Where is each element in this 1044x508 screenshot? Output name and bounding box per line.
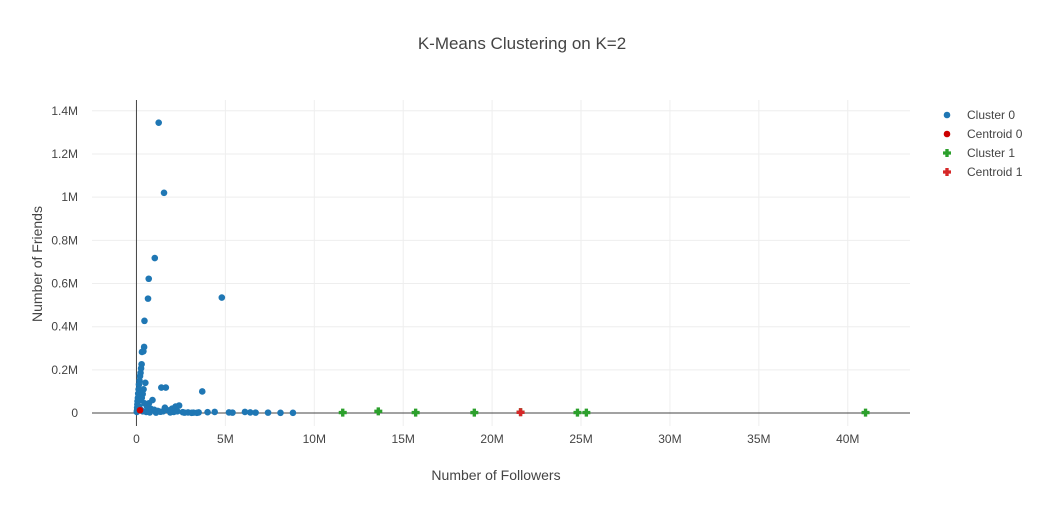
grid-lines — [92, 100, 910, 426]
data-point[interactable] — [138, 348, 146, 356]
x-tick-label: 0 — [133, 432, 140, 446]
legend[interactable]: Cluster 0 Centroid 0 Cluster 1 Centroid 1 — [943, 108, 1023, 179]
x-tick-label: 25M — [569, 432, 592, 446]
data-point[interactable] — [142, 379, 149, 387]
data-point[interactable] — [289, 409, 297, 417]
x-tick-label: 5M — [217, 432, 234, 446]
legend-item[interactable]: Centroid 1 — [943, 165, 1023, 179]
data-point[interactable] — [229, 409, 236, 416]
data-point[interactable] — [157, 408, 164, 416]
legend-marker[interactable] — [943, 130, 951, 138]
data-point[interactable] — [582, 408, 591, 417]
data-points[interactable] — [133, 119, 870, 417]
series-cluster-0[interactable] — [133, 119, 297, 417]
legend-item[interactable]: Cluster 0 — [943, 108, 1016, 122]
y-tick-label: 0 — [71, 406, 78, 420]
legend-marker[interactable] — [943, 149, 951, 157]
legend-label: Centroid 1 — [967, 165, 1023, 179]
data-point[interactable] — [470, 408, 479, 417]
data-point[interactable] — [277, 409, 284, 417]
data-point[interactable] — [241, 408, 249, 416]
data-point[interactable] — [252, 409, 259, 416]
data-point[interactable] — [573, 408, 582, 417]
data-point[interactable] — [161, 404, 169, 411]
x-axis-title: Number of Followers — [431, 467, 560, 483]
legend-marker[interactable] — [943, 168, 951, 176]
data-point[interactable] — [246, 409, 254, 416]
data-point[interactable] — [204, 408, 211, 416]
data-point[interactable] — [188, 409, 195, 417]
x-tick-label: 20M — [480, 432, 503, 446]
series-centroid-1[interactable] — [516, 408, 525, 417]
data-point[interactable] — [175, 402, 183, 409]
y-tick-label: 0.6M — [51, 277, 78, 291]
data-point[interactable] — [162, 384, 170, 391]
legend-marker[interactable] — [943, 111, 951, 119]
series-centroid-0[interactable] — [136, 406, 144, 414]
legend-label: Cluster 0 — [967, 108, 1015, 122]
legend-item[interactable]: Cluster 1 — [943, 146, 1015, 160]
data-point[interactable] — [141, 400, 148, 407]
data-point[interactable] — [198, 388, 206, 395]
data-point[interactable] — [135, 381, 143, 388]
series-cluster-1[interactable] — [338, 407, 870, 417]
chart-title: K-Means Clustering on K=2 — [418, 34, 626, 53]
data-point[interactable] — [146, 409, 154, 416]
data-point[interactable] — [141, 317, 148, 325]
data-point[interactable] — [166, 409, 174, 416]
y-axis-title: Number of Friends — [29, 206, 45, 322]
data-point[interactable] — [149, 396, 156, 404]
data-point[interactable] — [174, 408, 181, 415]
legend-label: Cluster 1 — [967, 146, 1015, 160]
data-point[interactable] — [264, 409, 272, 416]
y-tick-label: 0.4M — [51, 320, 78, 334]
data-point[interactable] — [181, 409, 188, 416]
data-point[interactable] — [193, 409, 201, 417]
data-point[interactable] — [151, 254, 159, 262]
y-tick-label: 1.2M — [51, 147, 78, 161]
y-axis-ticks: 0 0.2M 0.4M 0.6M 0.8M 1M 1.2M 1.4M — [51, 104, 78, 420]
data-point[interactable] — [145, 275, 153, 283]
data-point[interactable] — [136, 406, 144, 414]
data-point[interactable] — [411, 408, 420, 417]
x-tick-label: 35M — [747, 432, 770, 446]
data-point[interactable] — [144, 295, 152, 302]
data-point[interactable] — [516, 408, 525, 417]
y-tick-label: 0.2M — [51, 363, 78, 377]
legend-label: Centroid 0 — [967, 127, 1023, 141]
data-point[interactable] — [374, 407, 383, 416]
y-tick-label: 1.4M — [51, 104, 78, 118]
x-tick-label: 30M — [658, 432, 681, 446]
data-point[interactable] — [160, 189, 168, 197]
data-point[interactable] — [155, 119, 162, 126]
data-point[interactable] — [218, 294, 226, 301]
x-tick-label: 10M — [303, 432, 326, 446]
x-tick-label: 15M — [392, 432, 415, 446]
legend-item[interactable]: Centroid 0 — [943, 127, 1023, 141]
y-tick-label: 0.8M — [51, 233, 78, 247]
x-tick-label: 40M — [836, 432, 859, 446]
data-point[interactable] — [211, 408, 218, 416]
x-axis-ticks: 0 5M 10M 15M 20M 25M 30M 35M 40M — [133, 432, 859, 446]
data-point[interactable] — [861, 408, 870, 417]
zero-lines — [92, 100, 910, 426]
data-point[interactable] — [338, 408, 347, 417]
y-tick-label: 1M — [61, 190, 78, 204]
